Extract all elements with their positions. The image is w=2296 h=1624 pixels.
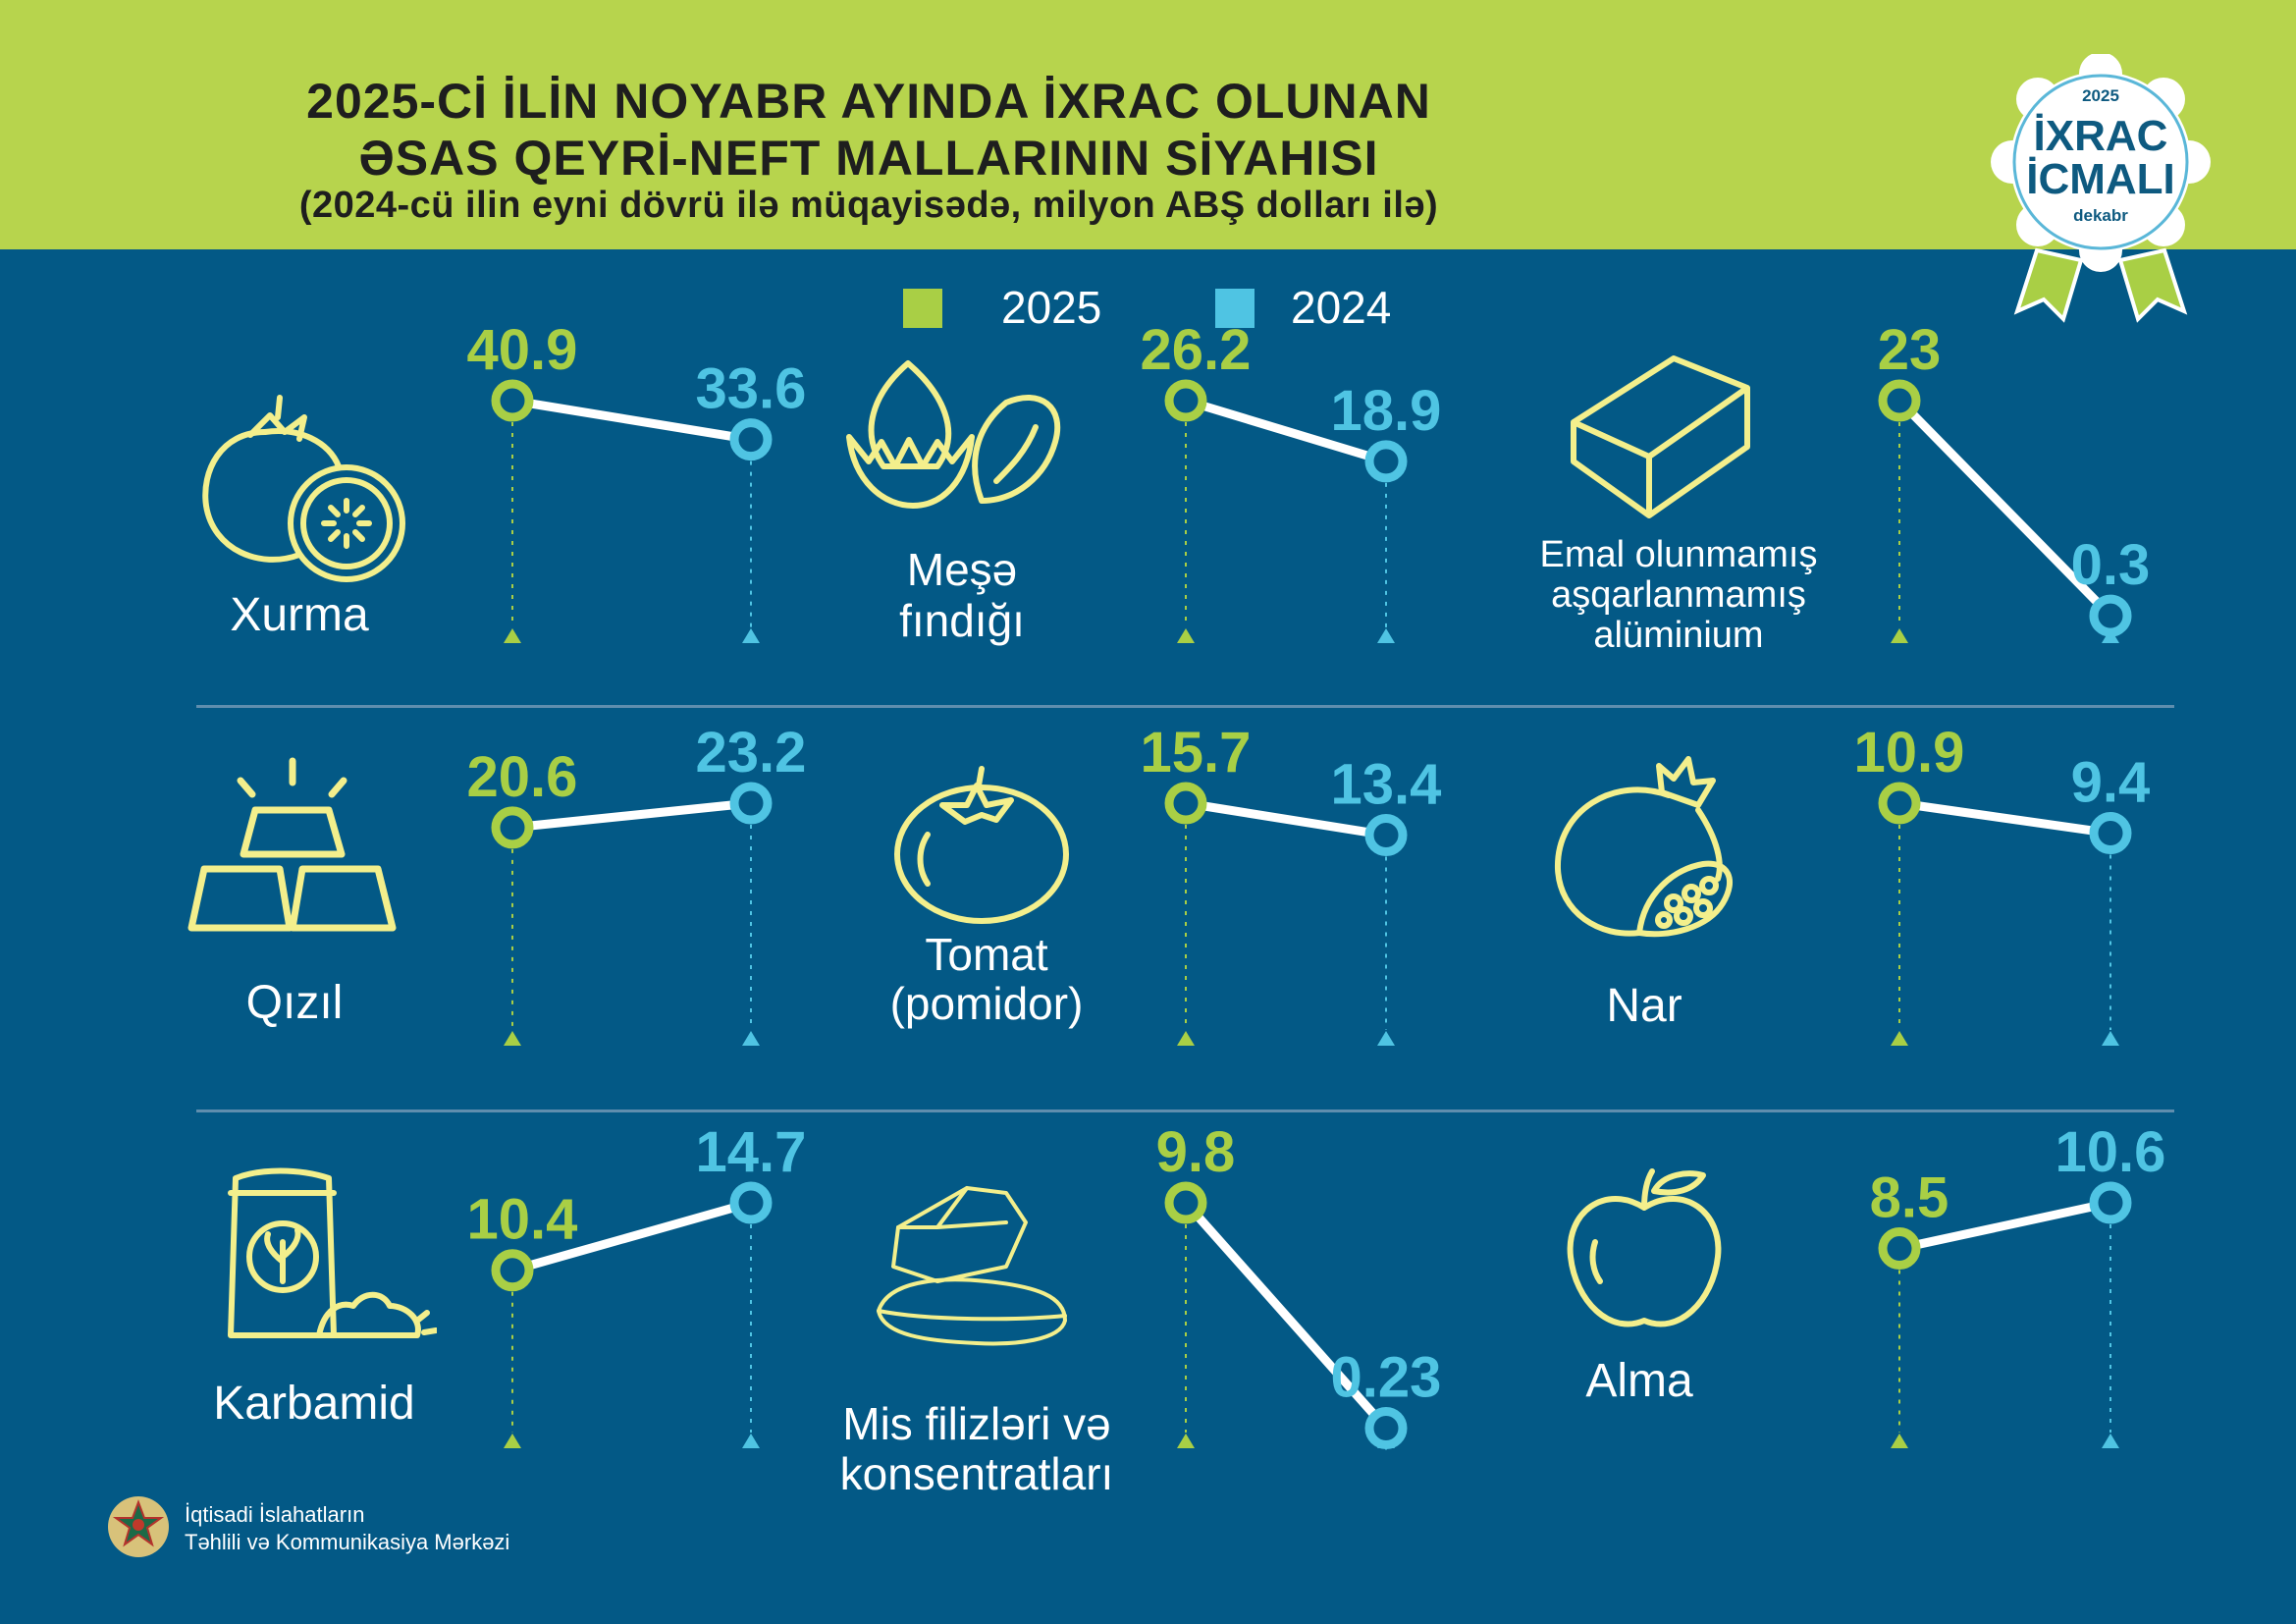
base-marker-2025 (1177, 1434, 1195, 1448)
value-label-2025: 26.2 (1141, 318, 1252, 382)
value-label-2024: 13.4 (1331, 753, 1442, 817)
copper-ore-icon (877, 1186, 1067, 1346)
footer-line-1: İqtisadi İslahatların (185, 1502, 365, 1527)
base-marker-2025 (1891, 1434, 1908, 1448)
pomegranate-icon (1554, 756, 1734, 938)
emblem-logo-icon (108, 1496, 169, 1557)
base-marker-2024 (2102, 1434, 2119, 1448)
base-marker-2025 (1177, 1031, 1195, 1046)
point-2025 (491, 379, 534, 422)
point-2024 (1364, 814, 1408, 857)
point-2025 (1164, 782, 1207, 825)
value-label-2025: 20.6 (467, 745, 578, 809)
point-2024 (729, 1181, 773, 1224)
value-label-2024: 33.6 (696, 357, 807, 421)
point-2025 (491, 806, 534, 849)
point-2024 (2089, 812, 2132, 855)
apple-icon (1567, 1168, 1722, 1327)
connector-line (1182, 1200, 1390, 1432)
legend-label-2025: 2025 (1001, 282, 1102, 333)
row-divider (196, 1110, 2174, 1112)
value-label-2025: 40.9 (467, 318, 578, 382)
base-marker-2024 (742, 1031, 760, 1046)
gold-bars-icon (187, 757, 397, 932)
value-label-2024: 0.23 (1331, 1345, 1442, 1409)
point-2025 (1164, 1181, 1207, 1224)
aluminium-ingot-icon (1571, 355, 1750, 518)
base-marker-2025 (1891, 1031, 1908, 1046)
hazelnut-icon (846, 360, 1061, 509)
footer-line-2: Təhlili və Kommunikasiya Mərkəzi (185, 1530, 510, 1554)
point-2025 (491, 1249, 534, 1292)
item-label: Nar (1606, 980, 1682, 1032)
base-marker-2025 (504, 628, 521, 643)
value-label-2024: 9.4 (2071, 751, 2151, 815)
point-2025 (1164, 379, 1207, 422)
point-2024 (2089, 594, 2132, 637)
base-marker-2025 (504, 1031, 521, 1046)
value-label-2025: 23 (1878, 318, 1942, 382)
base-marker-2025 (504, 1434, 521, 1448)
connector-line (1184, 396, 1388, 466)
base-marker-2024 (742, 628, 760, 643)
legend-swatch-2025 (903, 289, 942, 328)
value-label-2025: 10.9 (1854, 721, 1965, 785)
item-label: Tomat (pomidor) (889, 929, 1084, 1029)
badge-line1: İXRAC (2034, 112, 2168, 160)
value-label-2025: 8.5 (1870, 1166, 1949, 1230)
connector-line (511, 798, 752, 833)
tomato-icon (894, 766, 1069, 924)
value-label-2025: 15.7 (1141, 721, 1252, 785)
connector-line (1896, 397, 2114, 620)
subtitle: (2024-cü ilin eyni dövrü ilə müqayisədə,… (298, 185, 1439, 226)
base-marker-2024 (742, 1434, 760, 1448)
base-marker-2024 (2102, 1031, 2119, 1046)
base-marker-2024 (1377, 628, 1395, 643)
point-2025 (1878, 782, 1921, 825)
badge-month: dekabr (2073, 206, 2128, 225)
base-marker-2025 (1891, 628, 1908, 643)
connector-line (510, 1198, 753, 1275)
point-2025 (1878, 379, 1921, 422)
header-band: 2025-Cİ İLİN NOYABR AYINDA İXRAC OLUNAN … (0, 0, 2296, 249)
persimmon-icon (202, 395, 405, 582)
value-label-2024: 14.7 (696, 1120, 807, 1184)
item-label: Mis filizləri və konsentratları (839, 1398, 1114, 1499)
item-label: Meşə fındığı (899, 544, 1025, 646)
row-divider (196, 705, 2174, 708)
badge-line2: İCMALI (2026, 155, 2175, 203)
point-2024 (729, 418, 773, 461)
legend-swatch-2024 (1215, 289, 1255, 328)
item-label: Xurma (230, 589, 369, 641)
item-label: Emal olunmamış aşqarlanmamış alüminium (1539, 534, 1818, 657)
value-label-2024: 0.3 (2071, 533, 2151, 597)
title-line-2: ƏSAS QEYRİ-NEFT MALLARININ SİYAHISI (358, 131, 1379, 186)
value-label-2024: 10.6 (2056, 1120, 2166, 1184)
connector-line (1185, 798, 1387, 839)
connector-line (1898, 1198, 2111, 1253)
value-label-2025: 10.4 (467, 1188, 578, 1252)
value-label-2024: 23.2 (696, 721, 807, 785)
item-label: Alma (1585, 1355, 1693, 1407)
point-2024 (1364, 440, 1408, 483)
point-2024 (729, 782, 773, 825)
connector-line (1898, 798, 2111, 839)
point-2025 (1878, 1227, 1921, 1271)
item-label: Qızıl (245, 977, 344, 1029)
point-2024 (2089, 1181, 2132, 1224)
base-marker-2025 (1177, 628, 1195, 643)
export-review-badge-icon: 2025 İXRAC İCMALI dekabr (1991, 54, 2211, 323)
base-marker-2024 (1377, 1031, 1395, 1046)
point-2024 (1364, 1406, 1408, 1449)
item-label: Karbamid (213, 1378, 415, 1430)
value-label-2024: 18.9 (1331, 379, 1442, 443)
title-line-1: 2025-Cİ İLİN NOYABR AYINDA İXRAC OLUNAN (306, 74, 1431, 129)
value-label-2025: 9.8 (1156, 1120, 1236, 1184)
badge-year: 2025 (2082, 86, 2119, 105)
legend-label-2024: 2024 (1291, 282, 1392, 333)
connector-line (511, 396, 752, 445)
fertilizer-bag-icon (228, 1167, 437, 1338)
